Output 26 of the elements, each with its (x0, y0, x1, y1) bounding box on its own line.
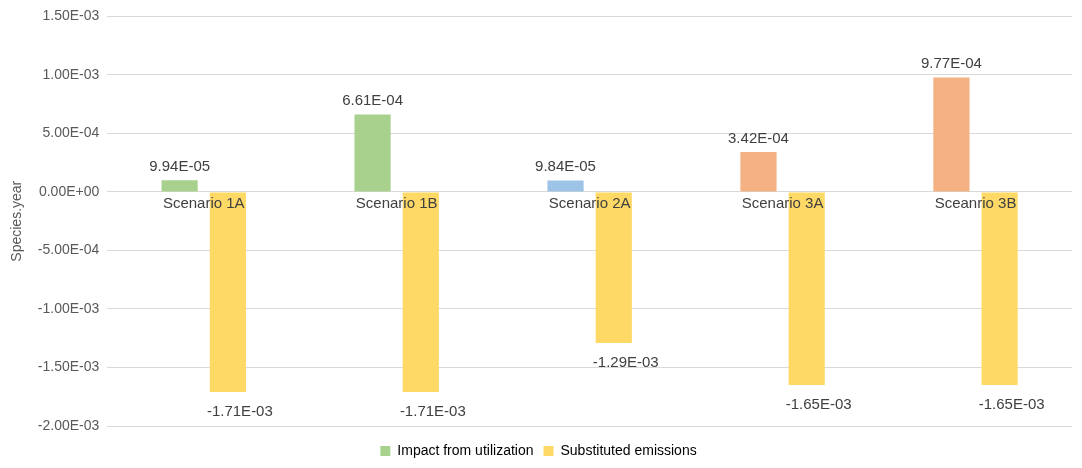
y-axis-title: Species.year (8, 180, 25, 262)
bar (933, 77, 970, 192)
bar (354, 114, 391, 192)
bar (740, 151, 777, 192)
y-tick-label: -5.00E-04 (37, 241, 100, 258)
y-tick-label: -2.00E-03 (37, 416, 100, 433)
y-tick-label: 5.00E-04 (42, 124, 100, 141)
bar (547, 180, 584, 192)
data-label: 3.42E-04 (728, 128, 789, 146)
legend-label: Impact from utilization (397, 441, 534, 458)
y-tick-label: 1.00E-03 (42, 65, 100, 82)
data-label: -1.71E-03 (399, 401, 466, 419)
data-label: -1.65E-03 (785, 394, 852, 412)
data-label: 9.94E-05 (149, 156, 211, 174)
data-label: 9.84E-05 (535, 157, 596, 175)
data-label: -1.71E-03 (206, 401, 273, 419)
y-tick-label: 0.00E+00 (38, 182, 100, 199)
legend-label: Substituted emissions (560, 441, 697, 458)
y-tick-label: -1.50E-03 (37, 358, 100, 375)
data-label: 9.77E-04 (920, 54, 982, 72)
data-label: -1.65E-03 (978, 394, 1045, 412)
bar (161, 180, 198, 192)
y-tick-label: -1.00E-03 (37, 299, 100, 316)
y-tick-label: 1.50E-03 (42, 7, 100, 24)
data-label: 6.61E-04 (342, 91, 404, 109)
data-label: -1.29E-03 (592, 352, 659, 370)
